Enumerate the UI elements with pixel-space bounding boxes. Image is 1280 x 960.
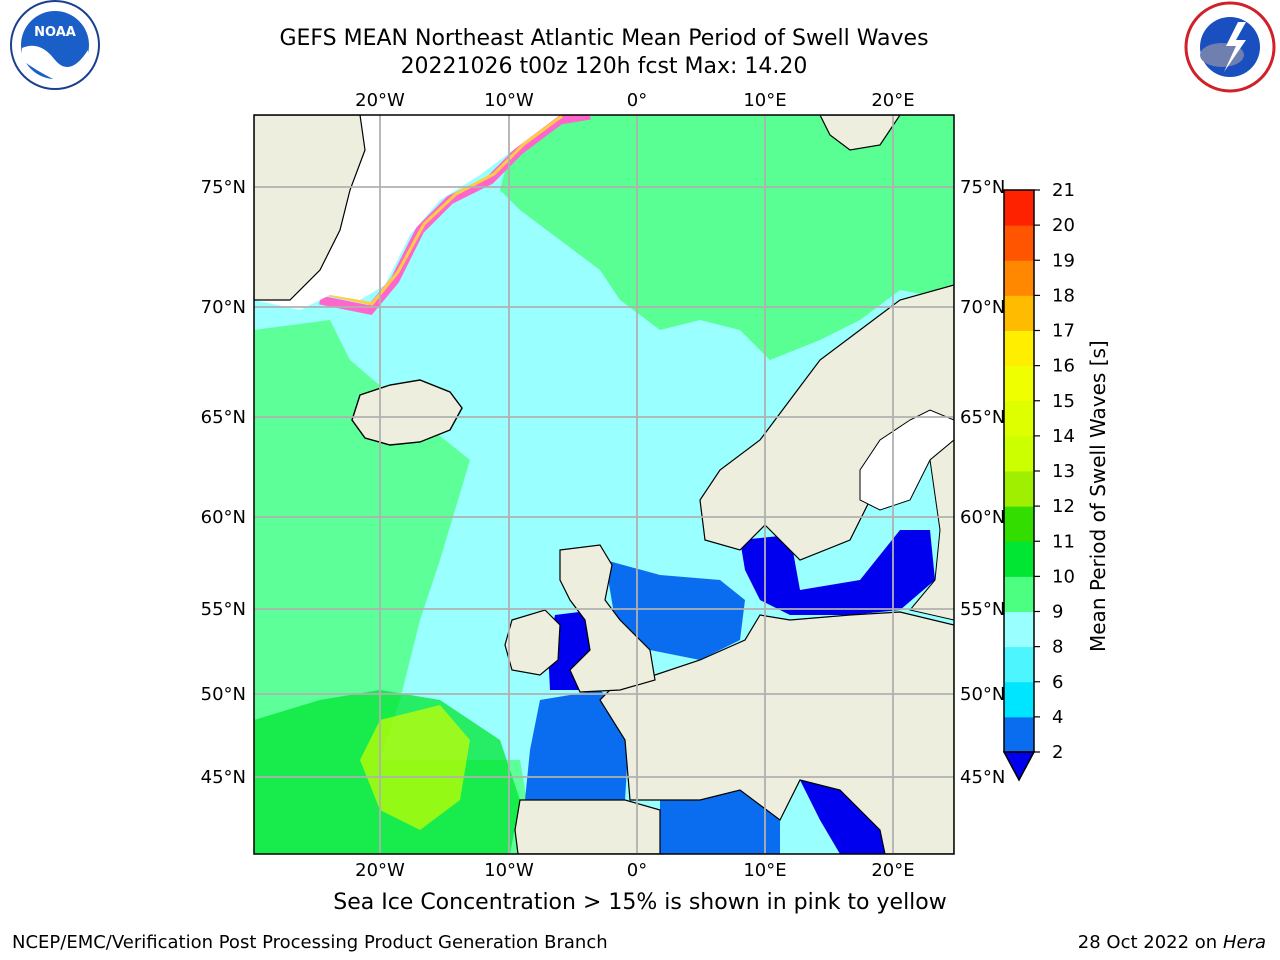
colorbar-tick-label: 15 [1052, 391, 1075, 412]
footer-machine: Hera [1222, 932, 1266, 953]
lat-label-left: 65°N [201, 407, 246, 428]
lon-label-top: 10°W [484, 90, 534, 111]
colorbar-segment [1004, 576, 1034, 612]
swell-zone-12-14s [360, 705, 470, 830]
noaa-logo: NOAA [10, 0, 100, 90]
colorbar-segment [1004, 260, 1034, 296]
colorbar-segment [1004, 435, 1034, 472]
colorbar-tick-label: 21 [1052, 180, 1075, 201]
footer-credit: NCEP/EMC/Verification Post Processing Pr… [12, 932, 608, 953]
colorbar-tick-label: 12 [1052, 496, 1075, 517]
lon-label-top: 20°E [871, 90, 914, 111]
lat-label-right: 65°N [960, 407, 1005, 428]
lon-label-bottom: 10°W [484, 860, 534, 881]
lat-label-left: 70°N [201, 297, 246, 318]
swell-zone-under-2s-adriatic [800, 780, 885, 854]
lon-label-bottom: 20°W [355, 860, 405, 881]
colorbar-segment [1004, 190, 1034, 226]
lat-label-right: 75°N [960, 177, 1005, 198]
lat-label-left: 50°N [201, 684, 246, 705]
gulf-of-bothnia [859, 409, 954, 511]
iberia [514, 799, 661, 854]
lat-label-left: 60°N [201, 507, 246, 528]
swell-zone-9-10s-north [500, 115, 954, 360]
lat-label-right: 60°N [960, 507, 1005, 528]
noaa-logo-text: NOAA [34, 25, 76, 40]
colorbar-tick-labels: 2 4 6 8 9 10 11 12 13 14 15 16 17 18 19 20 21 [1034, 180, 1075, 763]
colorbar-tick-label: 2 [1052, 742, 1063, 763]
lat-label-right: 45°N [960, 767, 1005, 788]
colorbar-tick-label: 8 [1052, 637, 1063, 658]
lon-label-bottom: 20°E [871, 860, 914, 881]
colorbar-segment [1004, 541, 1034, 577]
colorbar-tick-label: 9 [1052, 602, 1063, 623]
lon-label-bottom: 0° [627, 860, 647, 881]
lon-label-top: 20°W [355, 90, 405, 111]
colorbar-segment [1004, 646, 1034, 683]
colorbar-segment [1004, 295, 1034, 331]
colorbar-tick-label: 20 [1052, 215, 1075, 236]
colorbar-segment [1004, 225, 1034, 261]
colorbar-segment [1004, 681, 1034, 718]
greenland-coast [254, 115, 366, 301]
lat-label-right: 70°N [960, 297, 1005, 318]
colorbar-tick-label: 13 [1052, 461, 1075, 482]
lat-label-left: 75°N [201, 177, 246, 198]
colorbar-segment [1004, 716, 1034, 753]
colorbar-segment [1004, 611, 1034, 648]
sea-ice-note: Sea Ice Concentration > 15% is shown in … [333, 890, 947, 915]
svalbard [819, 115, 901, 151]
lon-label-top: 10°E [743, 90, 786, 111]
colorbar [1002, 189, 1036, 782]
lat-label-left: 45°N [201, 767, 246, 788]
colorbar-tick-label: 16 [1052, 356, 1075, 377]
footer-date-text: 28 Oct 2022 on [1077, 932, 1223, 953]
chart-title: GEFS MEAN Northeast Atlantic Mean Period… [279, 26, 929, 51]
swell-zone-2-4s-mediterranean [660, 790, 780, 854]
colorbar-tick-label: 4 [1052, 707, 1063, 728]
colorbar-tick-label: 14 [1052, 426, 1075, 447]
lat-label-left: 55°N [201, 599, 246, 620]
colorbar-tick-label: 10 [1052, 566, 1075, 587]
colorbar-tick-label: 19 [1052, 250, 1075, 271]
continental-europe [599, 611, 954, 854]
lat-lon-grid [254, 115, 954, 854]
nws-logo [1184, 1, 1276, 93]
colorbar-segment [1004, 400, 1034, 437]
colorbar-segment [1004, 365, 1034, 402]
colorbar-tick-label: 6 [1052, 672, 1063, 693]
map-field [254, 115, 954, 854]
map-frame [253, 114, 955, 855]
lon-label-top: 0° [627, 90, 647, 111]
lat-label-right: 55°N [960, 599, 1005, 620]
great-britain [559, 544, 656, 693]
colorbar-segment [1004, 471, 1034, 507]
colorbar-label: Mean Period of Swell Waves [s] [1086, 340, 1110, 652]
colorbar-segment [1004, 330, 1034, 367]
swell-zone-under-2s-baltic [740, 530, 935, 615]
swell-zone-2-4s-north-sea [605, 560, 745, 660]
swell-zone-2-4s-biscay [525, 690, 630, 800]
colorbar-tick-label: 17 [1052, 321, 1075, 342]
lat-label-right: 50°N [960, 684, 1005, 705]
sea-ice-edge [325, 115, 563, 306]
finland-baltic-states [909, 439, 954, 621]
colorbar-segment [1004, 506, 1034, 542]
map-tick-labels: 20°W 10°W 0° 10°E 20°E 20°W 10°W 0° 10°E 20°E 75°N… [201, 90, 1006, 881]
colorbar-extend-arrow [1002, 751, 1036, 782]
lon-label-bottom: 10°E [743, 860, 786, 881]
footer-date: 28 Oct 2022 on Hera [1078, 932, 1266, 953]
colorbar-tick-label: 18 [1052, 285, 1075, 306]
ireland [504, 609, 561, 676]
chart-subtitle: 20221026 t00z 120h fcst Max: 14.20 [400, 54, 808, 79]
colorbar-tick-label: 11 [1052, 531, 1075, 552]
